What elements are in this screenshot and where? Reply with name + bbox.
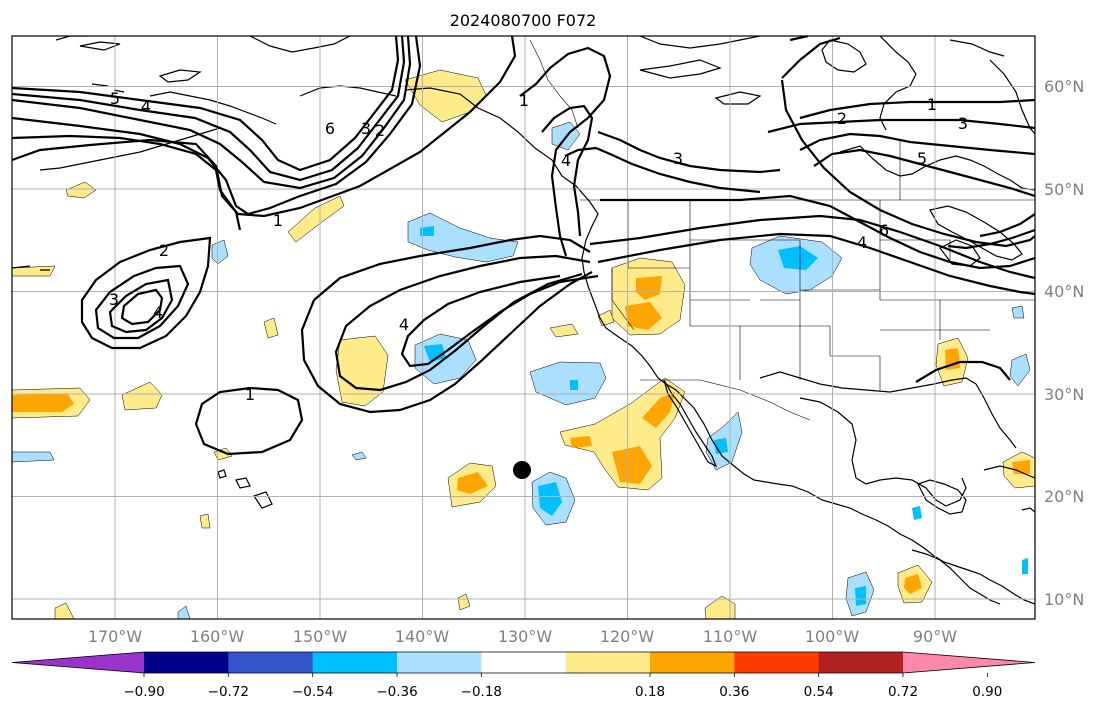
- contour-label: 6: [879, 221, 889, 240]
- colorbar-segment: [650, 652, 735, 673]
- map-area: 5 4 6 3 2 1 1 4 3 1 2 3 5 6 4 2 3 4 1 4: [12, 36, 1035, 619]
- contour-label: 1: [519, 91, 529, 110]
- colorbar-tick-label: 0.18: [635, 684, 665, 700]
- contour-label: 1: [273, 211, 283, 230]
- contour-label: 3: [673, 149, 683, 168]
- colorbar-tick-label: 0.90: [972, 684, 1002, 700]
- lat-tick-label: 20°N: [1044, 487, 1084, 506]
- colorbar-tick-label: 0.54: [804, 684, 834, 700]
- colorbar-tick-label: −0.72: [208, 684, 249, 700]
- contour-label: 4: [857, 233, 867, 252]
- colorbar-tick-label: −0.18: [461, 684, 502, 700]
- lat-tick-label: 10°N: [1044, 590, 1084, 609]
- contour-label: 5: [110, 89, 120, 108]
- lon-tick-label: 170°W: [88, 627, 143, 646]
- lat-tick-label: 50°N: [1044, 180, 1084, 199]
- contour-label: 1: [927, 95, 937, 114]
- colorbar-segment: [565, 652, 651, 673]
- colorbar-segment: [144, 652, 229, 673]
- colorbar-segment: [481, 652, 567, 673]
- contour-label: 3: [958, 114, 968, 133]
- lon-tick-label: 160°W: [190, 627, 245, 646]
- colorbar-tick-label: −0.54: [292, 684, 333, 700]
- contour-label: 2: [159, 241, 169, 260]
- figure-title: 2024080700 F072: [450, 11, 597, 30]
- colorbar-segment: [903, 652, 1035, 673]
- lat-tick-label: 40°N: [1044, 282, 1084, 301]
- colorbar-segment: [818, 652, 904, 673]
- coastlines: [12, 36, 1035, 605]
- colorbar-segment: [228, 652, 314, 673]
- lon-tick-label: 130°W: [498, 627, 553, 646]
- colorbar-segment: [12, 652, 144, 673]
- contour-label: 4: [141, 97, 151, 116]
- gridlines: [12, 36, 1035, 619]
- contour-label: 3: [109, 290, 119, 309]
- colorbar-segment: [734, 652, 820, 673]
- contour-label: 4: [399, 315, 409, 334]
- colorbar-tick-label: −0.36: [376, 684, 417, 700]
- lon-tick-label: 90°W: [913, 627, 957, 646]
- colorbar-tick-label: 0.36: [719, 684, 749, 700]
- map-frame: [11, 35, 1036, 620]
- lon-tick-label: 150°W: [293, 627, 348, 646]
- contour-label: 5: [917, 149, 927, 168]
- lon-tick-label: 100°W: [805, 627, 860, 646]
- colorbar-segment: [312, 652, 398, 673]
- colorbar-tick-label: −0.90: [123, 684, 164, 700]
- contour-label: 4: [153, 303, 163, 322]
- contour-label: 3: [361, 119, 371, 138]
- lon-ticks: 170°W 160°W 150°W 140°W 130°W 120°W 110°…: [88, 627, 957, 646]
- contour-label: 1: [245, 385, 255, 404]
- contour-label: 4: [561, 151, 571, 170]
- location-marker: [513, 461, 531, 479]
- lon-tick-label: 120°W: [600, 627, 655, 646]
- colorbar: −0.90 −0.72 −0.54 −0.36 −0.18 0.18 0.36 0.54 0.7…: [11, 651, 1036, 700]
- colorbar-tick-label: 0.72: [888, 684, 918, 700]
- contour-label: 2: [837, 109, 847, 128]
- lon-tick-label: 140°W: [395, 627, 450, 646]
- contour-labels: 5 4 6 3 2 1 1 4 3 1 2 3 5 6 4 2 3 4 1 4: [109, 89, 968, 404]
- lon-tick-label: 110°W: [703, 627, 758, 646]
- contours: [12, 36, 1035, 456]
- lat-ticks: 60°N 50°N 40°N 30°N 20°N 10°N: [1044, 77, 1084, 609]
- contour-label: 2: [375, 121, 385, 140]
- lat-tick-label: 60°N: [1044, 77, 1084, 96]
- colorbar-segment: [397, 652, 482, 673]
- contour-label: 6: [325, 119, 335, 138]
- lat-tick-label: 30°N: [1044, 385, 1084, 404]
